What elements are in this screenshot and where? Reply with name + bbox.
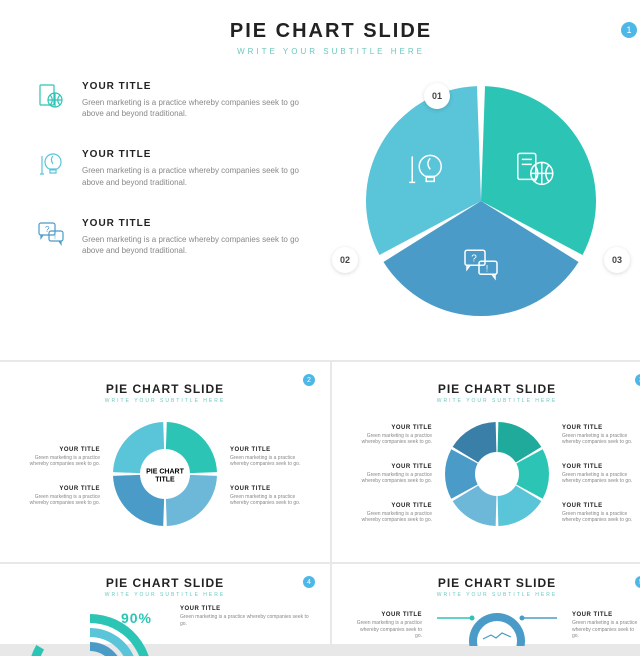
- donut-chart: [442, 419, 552, 529]
- list-item: YOUR TITLE Green marketing is a practice…: [35, 81, 300, 119]
- item-desc: Green marketing is a practice whereby co…: [230, 494, 310, 507]
- item-title: YOUR TITLE: [562, 425, 640, 431]
- item-desc: Green marketing is a practice whereby co…: [82, 97, 300, 119]
- slice-number: 01: [424, 83, 450, 109]
- item-title: YOUR TITLE: [352, 503, 432, 509]
- slide-main: 1 PIE CHART SLIDE WRITE YOUR SUBTITLE HE…: [0, 0, 640, 360]
- items-column: YOUR TITLE Green marketing is a practice…: [20, 81, 300, 321]
- item-desc: Green marketing is a practice whereby co…: [230, 455, 310, 468]
- slide-thumb-5: 5 PIE CHART SLIDE WRITE YOUR SUBTITLE HE…: [332, 564, 640, 644]
- pie-chart: ?! 01 02 03: [320, 81, 640, 321]
- item-desc: Green marketing is a practice whereby co…: [82, 165, 300, 187]
- item-title: YOUR TITLE: [20, 486, 100, 492]
- slide-number-badge: 4: [303, 576, 315, 588]
- item-desc: Green marketing is a practice whereby co…: [352, 511, 432, 524]
- percentage-label: 90%: [121, 610, 152, 626]
- item-title: YOUR TITLE: [352, 612, 422, 618]
- slide-thumb-3: 3 PIE CHART SLIDE WRITE YOUR SUBTITLE HE…: [332, 362, 640, 562]
- slide-thumb-2: 2 PIE CHART SLIDE WRITE YOUR SUBTITLE HE…: [0, 362, 330, 562]
- slice-number: 02: [332, 247, 358, 273]
- item-desc: Green marketing is a practice whereby co…: [352, 620, 422, 640]
- svg-text:?: ?: [45, 225, 50, 234]
- list-item: YOUR TITLE Green marketing is a practice…: [35, 149, 300, 187]
- slide-number-badge: 2: [303, 374, 315, 386]
- slide-title: PIE CHART SLIDE: [20, 576, 310, 590]
- item-title: YOUR TITLE: [82, 218, 300, 229]
- item-title: YOUR TITLE: [352, 425, 432, 431]
- item-desc: Green marketing is a practice whereby co…: [572, 620, 640, 640]
- item-desc: Green marketing is a practice whereby co…: [180, 614, 310, 627]
- item-desc: Green marketing is a practice whereby co…: [352, 433, 432, 446]
- item-desc: Green marketing is a practice whereby co…: [352, 472, 432, 485]
- slide-subtitle: WRITE YOUR SUBTITLE HERE: [20, 592, 310, 598]
- item-title: YOUR TITLE: [82, 81, 300, 92]
- slide-number-badge: 3: [635, 374, 640, 386]
- slide-title: PIE CHART SLIDE: [20, 382, 310, 396]
- item-title: YOUR TITLE: [82, 149, 300, 160]
- slide-subtitle: WRITE YOUR SUBTITLE HERE: [20, 47, 640, 56]
- item-title: YOUR TITLE: [352, 464, 432, 470]
- chat-question-icon: ?!: [35, 218, 67, 250]
- slide-title: PIE CHART SLIDE: [20, 20, 640, 43]
- connector-diagram: [437, 606, 557, 646]
- slide-title: PIE CHART SLIDE: [352, 382, 640, 396]
- list-item: ?! YOUR TITLE Green marketing is a pract…: [35, 218, 300, 256]
- item-title: YOUR TITLE: [20, 447, 100, 453]
- slide-subtitle: WRITE YOUR SUBTITLE HERE: [352, 398, 640, 404]
- svg-text:?: ?: [471, 253, 477, 264]
- item-title: YOUR TITLE: [562, 464, 640, 470]
- slide-title: PIE CHART SLIDE: [352, 576, 640, 590]
- item-desc: Green marketing is a practice whereby co…: [562, 433, 640, 446]
- svg-text:!: !: [486, 263, 489, 273]
- bulb-leaf-icon: [35, 149, 67, 181]
- radial-chart: 90%: [20, 606, 160, 656]
- clipboard-globe-icon: [35, 81, 67, 113]
- item-title: YOUR TITLE: [230, 486, 310, 492]
- slide-number-badge: 5: [635, 576, 640, 588]
- item-desc: Green marketing is a practice whereby co…: [20, 494, 100, 507]
- item-title: YOUR TITLE: [562, 503, 640, 509]
- item-title: YOUR TITLE: [180, 606, 310, 612]
- item-title: YOUR TITLE: [572, 612, 640, 618]
- item-desc: Green marketing is a practice whereby co…: [82, 234, 300, 256]
- slide-number-badge: 1: [621, 22, 637, 38]
- item-desc: Green marketing is a practice whereby co…: [562, 511, 640, 524]
- svg-text:!: !: [54, 234, 56, 241]
- donut-chart: PIE CHART TITLE: [110, 419, 220, 534]
- item-desc: Green marketing is a practice whereby co…: [562, 472, 640, 485]
- donut-center-label: PIE CHART TITLE: [138, 468, 193, 485]
- slide-thumb-4: 4 PIE CHART SLIDE WRITE YOUR SUBTITLE HE…: [0, 564, 330, 644]
- item-desc: Green marketing is a practice whereby co…: [20, 455, 100, 468]
- slice-number: 03: [604, 247, 630, 273]
- slide-subtitle: WRITE YOUR SUBTITLE HERE: [20, 398, 310, 404]
- item-title: YOUR TITLE: [230, 447, 310, 453]
- slide-subtitle: WRITE YOUR SUBTITLE HERE: [352, 592, 640, 598]
